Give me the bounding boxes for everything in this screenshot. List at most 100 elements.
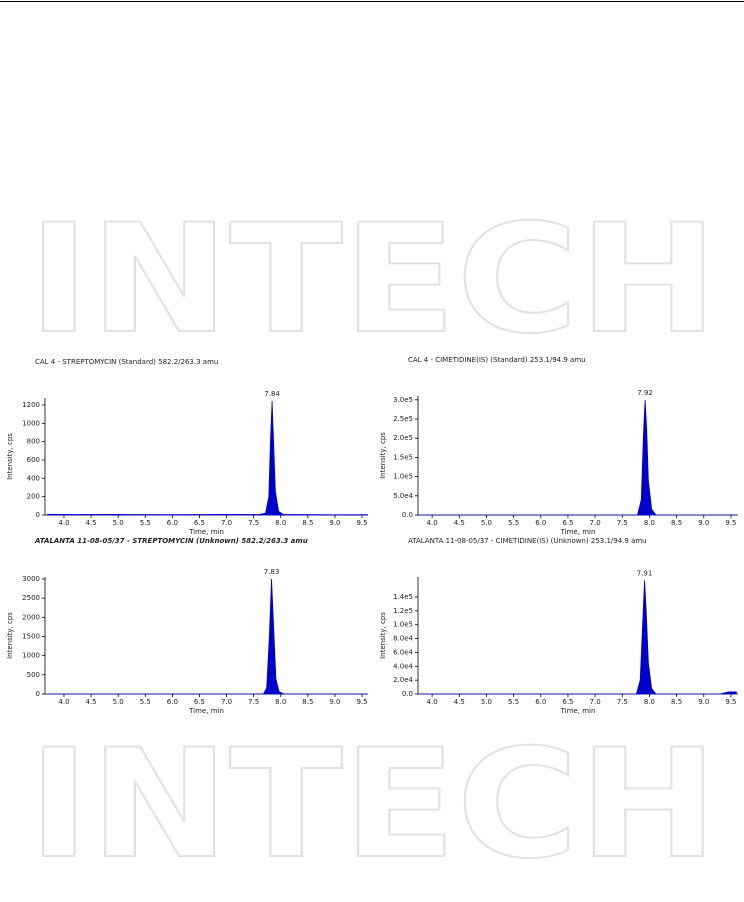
x-tick-label: 4.0 <box>427 698 438 706</box>
y-tick-label: 200 <box>27 493 40 501</box>
x-tick-label: 4.5 <box>454 698 465 706</box>
peak-label: 7.92 <box>637 389 653 397</box>
y-tick-label: 500 <box>27 671 40 679</box>
x-tick-label: 8.0 <box>275 519 286 527</box>
y-tick-label: 1.0e5 <box>393 473 413 481</box>
y-tick-label: 1500 <box>22 632 40 640</box>
y-tick-label: 4.0e4 <box>393 662 413 670</box>
y-tick-label: 1000 <box>22 419 40 427</box>
y-tick-label: 1000 <box>22 652 40 660</box>
y-tick-label: 1.0e5 <box>393 621 413 629</box>
y-tick-label: 800 <box>27 438 40 446</box>
x-tick-label: 6.0 <box>167 698 178 706</box>
panel-title: CAL 4 - STREPTOMYCIN (Standard) 582.2/26… <box>35 358 218 366</box>
y-tick-label: 600 <box>27 456 40 464</box>
x-tick-label: 6.5 <box>562 519 573 527</box>
x-tick-label: 4.5 <box>85 519 96 527</box>
x-tick-label: 6.0 <box>167 519 178 527</box>
watermark: INTECH <box>28 193 718 367</box>
y-axis-label: Intensity, cps <box>6 433 14 480</box>
x-tick-label: 8.0 <box>644 519 655 527</box>
x-axis-label: Time, min <box>188 528 224 536</box>
panel-title: ATALANTA 11-08-05/37 - CIMETIDINE(IS) (U… <box>408 537 647 545</box>
x-tick-label: 9.5 <box>356 519 367 527</box>
x-tick-label: 4.0 <box>58 698 69 706</box>
x-tick-label: 9.0 <box>698 698 709 706</box>
x-tick-label: 6.5 <box>194 698 205 706</box>
x-tick-label: 8.5 <box>302 519 313 527</box>
peak-label: 7.91 <box>637 569 653 577</box>
x-tick-label: 5.0 <box>113 519 124 527</box>
y-tick-label: 400 <box>27 474 40 482</box>
x-axis-label: Time, min <box>188 707 224 715</box>
y-tick-label: 0 <box>36 690 40 698</box>
y-axis-label: Intensity, cps <box>6 612 14 659</box>
y-tick-label: 1.2e5 <box>393 607 413 615</box>
chromatogram-area <box>47 400 368 516</box>
y-tick-label: 0.0 <box>402 511 413 519</box>
y-tick-label: 8.0e4 <box>393 635 413 643</box>
x-tick-label: 8.5 <box>671 698 682 706</box>
x-tick-label: 8.0 <box>644 698 655 706</box>
x-tick-label: 6.0 <box>535 519 546 527</box>
x-tick-label: 9.0 <box>329 698 340 706</box>
y-tick-label: 6.0e4 <box>393 648 413 656</box>
chromatogram-area <box>47 578 368 695</box>
x-tick-label: 6.0 <box>535 698 546 706</box>
x-tick-label: 7.5 <box>248 519 259 527</box>
x-tick-label: 9.0 <box>329 519 340 527</box>
x-tick-label: 9.5 <box>356 698 367 706</box>
x-tick-label: 5.0 <box>481 698 492 706</box>
chromatogram-area <box>418 399 737 516</box>
x-tick-label: 9.5 <box>725 698 736 706</box>
x-axis-label: Time, min <box>560 707 596 715</box>
x-tick-label: 4.5 <box>85 698 96 706</box>
x-tick-label: 9.0 <box>698 519 709 527</box>
x-tick-label: 8.5 <box>671 519 682 527</box>
y-tick-label: 2500 <box>22 594 40 602</box>
x-tick-label: 8.5 <box>302 698 313 706</box>
x-tick-label: 7.5 <box>617 519 628 527</box>
y-tick-label: 0.0 <box>402 690 413 698</box>
y-tick-label: 1200 <box>22 401 40 409</box>
y-tick-label: 1.4e5 <box>393 593 413 601</box>
x-tick-label: 5.5 <box>140 519 151 527</box>
y-tick-label: 2000 <box>22 613 40 621</box>
x-tick-label: 7.0 <box>590 698 601 706</box>
x-tick-label: 7.0 <box>221 519 232 527</box>
peak-label: 7.84 <box>264 390 280 398</box>
watermark: INTECH <box>28 718 718 892</box>
x-tick-label: 4.0 <box>427 519 438 527</box>
y-tick-label: 0 <box>36 511 40 519</box>
x-tick-label: 5.0 <box>113 698 124 706</box>
y-axis-label: Intensity, cps <box>379 612 387 659</box>
x-tick-label: 5.5 <box>508 698 519 706</box>
x-tick-label: 8.0 <box>275 698 286 706</box>
x-tick-label: 5.5 <box>508 519 519 527</box>
y-tick-label: 2.5e5 <box>393 415 413 423</box>
chromatogram-area <box>418 580 737 695</box>
x-tick-label: 7.5 <box>617 698 628 706</box>
panel-title: CAL 4 - CIMETIDINE(IS) (Standard) 253.1/… <box>408 356 586 364</box>
y-tick-label: 3.0e5 <box>393 396 413 404</box>
y-axis-label: Intensity, cps <box>379 432 387 479</box>
x-tick-label: 7.0 <box>590 519 601 527</box>
x-tick-label: 4.5 <box>454 519 465 527</box>
y-tick-label: 2.0e5 <box>393 434 413 442</box>
y-tick-label: 1.5e5 <box>393 453 413 461</box>
x-tick-label: 5.0 <box>481 519 492 527</box>
peak-label: 7.83 <box>264 568 280 576</box>
x-tick-label: 7.0 <box>221 698 232 706</box>
x-tick-label: 4.0 <box>58 519 69 527</box>
panel-title: ATALANTA 11-08-05/37 - STREPTOMYCIN (Unk… <box>34 537 308 545</box>
x-tick-label: 6.5 <box>562 698 573 706</box>
x-axis-label: Time, min <box>560 528 596 536</box>
y-tick-label: 2.0e4 <box>393 676 413 684</box>
x-tick-label: 5.5 <box>140 698 151 706</box>
x-tick-label: 6.5 <box>194 519 205 527</box>
y-tick-label: 5.0e4 <box>393 492 413 500</box>
x-tick-label: 7.5 <box>248 698 259 706</box>
x-tick-label: 9.5 <box>725 519 736 527</box>
y-tick-label: 3000 <box>22 575 40 583</box>
